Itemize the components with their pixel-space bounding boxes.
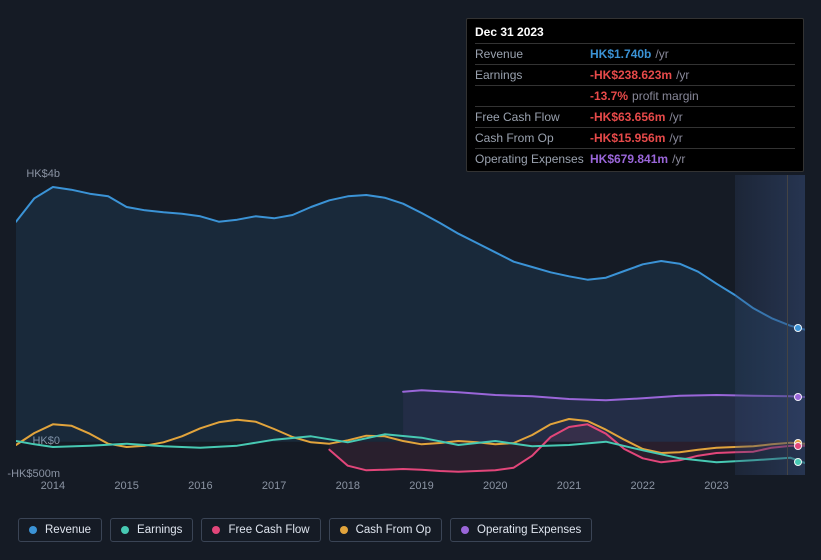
legend-item-fcf[interactable]: Free Cash Flow xyxy=(201,518,320,542)
legend-dot-icon xyxy=(461,526,469,534)
legend-dot-icon xyxy=(29,526,37,534)
legend-item-label: Earnings xyxy=(137,524,182,536)
tooltip-date: Dec 31 2023 xyxy=(475,25,795,43)
x-axis-label: 2023 xyxy=(704,480,728,492)
x-axis-label: 2014 xyxy=(41,480,65,492)
legend-dot-icon xyxy=(340,526,348,534)
x-axis: 2014 2015 2016 2017 2018 2019 2020 2021 2022 2023 xyxy=(16,480,805,496)
x-axis-label: 2019 xyxy=(409,480,433,492)
tooltip-row-value: -HK$63.656m/yr xyxy=(590,110,683,124)
legend-item-cfo[interactable]: Cash From Op xyxy=(329,518,442,542)
tooltip-row-value: -HK$238.623m/yr xyxy=(590,68,689,82)
tooltip-row-value: HK$1.740b/yr xyxy=(590,47,669,61)
tooltip-row: Operating ExpensesHK$679.841m/yr xyxy=(475,148,795,169)
x-axis-label: 2020 xyxy=(483,480,507,492)
legend-item-revenue[interactable]: Revenue xyxy=(18,518,102,542)
chart-root: { "colors": { "background": "#151b25", "… xyxy=(0,0,821,560)
tooltip-row: Earnings-HK$238.623m/yr xyxy=(475,64,795,85)
tooltip-row-label: Revenue xyxy=(475,47,590,61)
legend-dot-icon xyxy=(121,526,129,534)
plot-area[interactable] xyxy=(16,175,805,475)
tooltip-row: Free Cash Flow-HK$63.656m/yr xyxy=(475,106,795,127)
legend-item-label: Operating Expenses xyxy=(477,524,581,536)
tooltip-row: -13.7%profit margin xyxy=(475,85,795,106)
legend-item-label: Cash From Op xyxy=(356,524,431,536)
x-axis-label: 2021 xyxy=(557,480,581,492)
legend-item-label: Revenue xyxy=(45,524,91,536)
chart-svg xyxy=(16,175,805,475)
tooltip-row-label: Operating Expenses xyxy=(475,152,590,166)
tooltip-row-label: Earnings xyxy=(475,68,590,82)
series-end-dot-earnings xyxy=(794,458,802,466)
legend-item-label: Free Cash Flow xyxy=(228,524,309,536)
tooltip-row-label: Cash From Op xyxy=(475,131,590,145)
series-end-dot-revenue xyxy=(794,324,802,332)
legend-item-earnings[interactable]: Earnings xyxy=(110,518,193,542)
x-axis-label: 2017 xyxy=(262,480,286,492)
tooltip-row: Cash From Op-HK$15.956m/yr xyxy=(475,127,795,148)
series-end-dot-fcf xyxy=(794,442,802,450)
tooltip-panel: Dec 31 2023 RevenueHK$1.740b/yrEarnings-… xyxy=(466,18,804,172)
x-axis-label: 2022 xyxy=(631,480,655,492)
tooltip-row-label xyxy=(475,89,590,103)
series-end-dot-opex xyxy=(794,393,802,401)
x-axis-label: 2015 xyxy=(114,480,138,492)
legend-dot-icon xyxy=(212,526,220,534)
tooltip-row-label: Free Cash Flow xyxy=(475,110,590,124)
tooltip-row-value: HK$679.841m/yr xyxy=(590,152,685,166)
x-axis-label: 2016 xyxy=(188,480,212,492)
tooltip-row: RevenueHK$1.740b/yr xyxy=(475,43,795,64)
x-axis-label: 2018 xyxy=(336,480,360,492)
legend-item-opex[interactable]: Operating Expenses xyxy=(450,518,592,542)
tooltip-row-value: -HK$15.956m/yr xyxy=(590,131,683,145)
legend: Revenue Earnings Free Cash Flow Cash From O… xyxy=(18,518,592,542)
tooltip-row-value: -13.7%profit margin xyxy=(590,89,699,103)
